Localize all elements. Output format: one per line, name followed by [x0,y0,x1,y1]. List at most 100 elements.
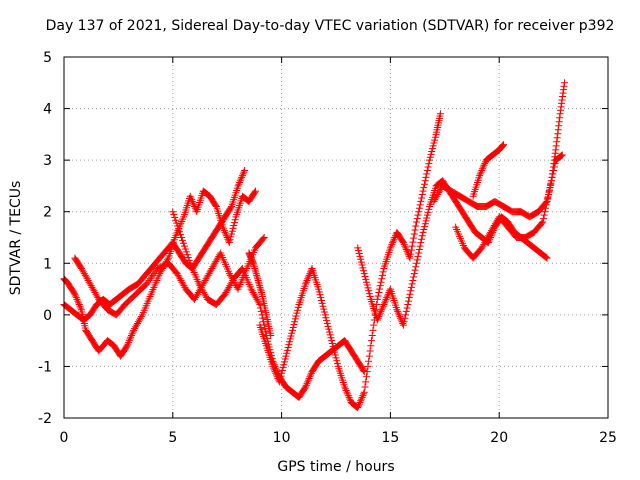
data-point [405,297,413,305]
data-point [342,386,350,394]
data-point [341,385,349,393]
data-point [360,390,368,398]
data-point [418,235,426,243]
data-point [361,383,369,391]
data-point [477,168,485,176]
data-point [391,234,399,241]
data-point [321,311,329,319]
data-point [287,332,295,340]
data-point [376,309,384,317]
data-point [388,240,396,248]
data-point [379,268,387,276]
data-point [354,244,362,252]
data-point [423,166,431,174]
data-point [124,340,132,348]
data-point [543,197,551,205]
data-point [547,180,555,188]
data-point [476,170,484,178]
data-point [283,349,291,357]
data-point [384,290,392,298]
data-point [389,239,397,247]
data-point [282,352,290,360]
data-point [360,270,368,278]
data-point [304,376,312,384]
data-point [231,216,239,224]
data-point [431,136,439,144]
data-point [421,220,429,228]
data-point [361,272,369,280]
data-point [436,110,444,118]
data-point [277,372,285,380]
data-point [386,244,394,252]
data-point [328,337,336,345]
data-point [355,250,363,258]
data-point [222,232,230,240]
data-point [257,307,265,315]
data-point [323,317,331,325]
data-point [378,306,386,314]
data-point [185,256,193,264]
data-point [382,295,390,303]
data-point [374,314,382,322]
series-satellite-track-c [71,234,268,319]
data-point [276,375,284,383]
data-point [173,219,181,227]
data-point [236,178,244,186]
data-point [304,273,312,281]
data-point [271,368,279,376]
data-point [404,301,412,309]
data-point [407,287,415,295]
data-point [500,141,508,149]
data-point [341,383,349,391]
data-point [329,342,337,350]
data-point [357,255,365,263]
data-point [319,302,327,310]
data-point [186,192,194,200]
data-point [402,311,410,319]
data-point [255,299,263,307]
data-point [172,216,180,224]
data-point [557,152,565,160]
data-point [302,381,310,389]
data-point [275,378,283,386]
data-point [413,256,421,264]
data-point [235,180,243,188]
data-point [178,236,186,244]
data-point [413,215,421,223]
data-point [416,201,424,209]
data-point [354,404,362,412]
x-axis-label: GPS time / hours [277,459,394,475]
data-point [220,225,228,233]
data-point [184,254,192,262]
data-point [291,318,299,326]
data-point [551,160,559,168]
data-point [302,280,310,288]
data-point [304,378,312,386]
data-point [421,177,429,185]
data-point [415,208,423,216]
data-point [239,170,247,178]
data-point [344,390,352,398]
data-point [550,166,558,174]
data-point [230,221,238,229]
data-point [76,302,84,310]
data-point [212,201,220,209]
data-point [426,156,434,164]
data-point [236,177,244,185]
data-point [417,239,425,247]
data-point [542,254,550,262]
data-point [240,168,248,176]
data-point [226,236,234,244]
data-point [305,374,313,382]
data-point [360,267,368,275]
data-point [544,194,552,202]
data-point [412,263,420,271]
y-tick-label: 5 [43,50,52,66]
data-point [324,322,332,330]
y-tick-label: 3 [43,153,52,169]
data-point [405,294,413,302]
series-satellite-track-j [245,249,275,339]
data-point [303,380,311,388]
data-point [414,252,422,260]
data-point [123,342,131,350]
